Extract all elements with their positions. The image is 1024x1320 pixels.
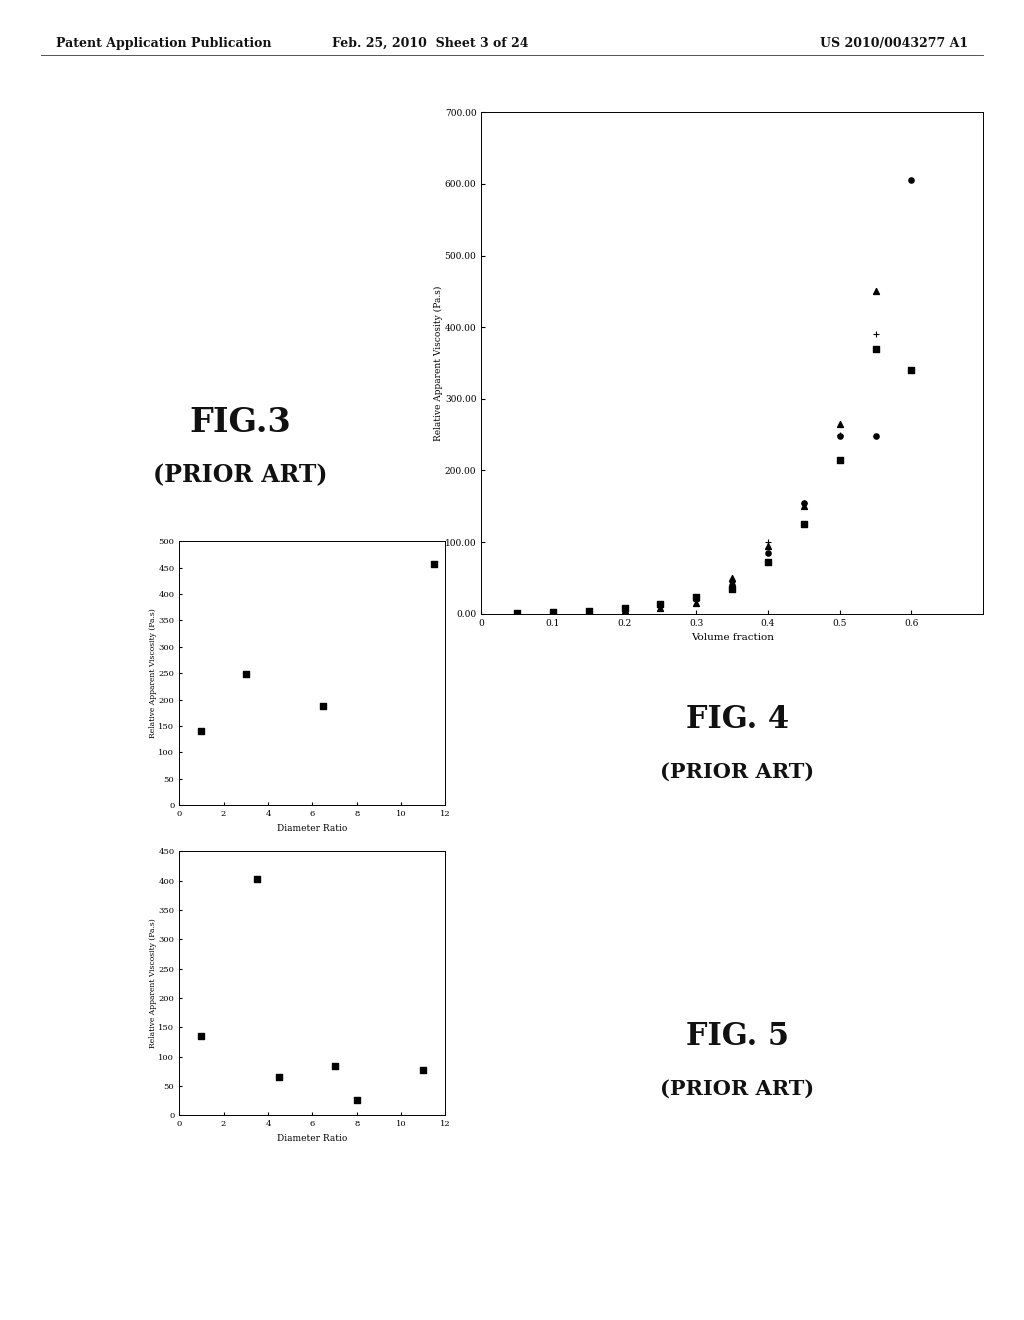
Point — [724, 568, 740, 589]
Point — [652, 594, 669, 615]
Text: FIG. 5: FIG. 5 — [686, 1020, 788, 1052]
Text: Patent Application Publication: Patent Application Publication — [56, 37, 271, 50]
Point — [581, 601, 597, 622]
Point — [867, 338, 884, 359]
Text: US 2010/0043277 A1: US 2010/0043277 A1 — [819, 37, 968, 50]
Point — [831, 425, 848, 446]
X-axis label: Diameter Ratio: Diameter Ratio — [278, 1134, 347, 1143]
Point — [867, 425, 884, 446]
Point — [724, 572, 740, 593]
Point — [903, 170, 920, 191]
Text: Feb. 25, 2010  Sheet 3 of 24: Feb. 25, 2010 Sheet 3 of 24 — [332, 37, 528, 50]
Point — [194, 1026, 210, 1047]
Point — [348, 1089, 365, 1110]
Point — [194, 721, 210, 742]
Point — [831, 449, 848, 470]
Point — [238, 664, 254, 685]
X-axis label: Diameter Ratio: Diameter Ratio — [278, 824, 347, 833]
Point — [796, 492, 812, 513]
Point — [581, 601, 597, 622]
Point — [724, 578, 740, 599]
Point — [616, 599, 633, 620]
Point — [616, 598, 633, 619]
Point — [831, 413, 848, 434]
Point — [688, 593, 705, 614]
Text: FIG.3: FIG.3 — [189, 407, 292, 438]
Point — [652, 594, 669, 615]
Point — [652, 598, 669, 619]
Point — [867, 281, 884, 302]
Point — [270, 1067, 287, 1088]
Y-axis label: Relative Apparent Viscosity (Pa.s): Relative Apparent Viscosity (Pa.s) — [148, 919, 157, 1048]
Y-axis label: Relative Apparent Viscosity (Pa.s): Relative Apparent Viscosity (Pa.s) — [148, 609, 157, 738]
Point — [545, 602, 561, 623]
Point — [760, 552, 776, 573]
Point — [509, 602, 525, 623]
Text: (PRIOR ART): (PRIOR ART) — [154, 463, 328, 487]
Point — [509, 602, 525, 623]
Point — [426, 553, 442, 574]
Point — [327, 1055, 343, 1076]
Point — [249, 869, 265, 890]
Point — [760, 543, 776, 564]
Point — [509, 602, 525, 623]
X-axis label: Volume fraction: Volume fraction — [690, 634, 774, 643]
Point — [509, 602, 525, 623]
Point — [760, 532, 776, 553]
Point — [616, 598, 633, 619]
Point — [796, 513, 812, 535]
Point — [688, 586, 705, 607]
Point — [545, 602, 561, 623]
Point — [415, 1059, 431, 1080]
Point — [867, 323, 884, 345]
Point — [652, 597, 669, 618]
Text: (PRIOR ART): (PRIOR ART) — [660, 762, 814, 783]
Point — [760, 535, 776, 556]
Point — [688, 590, 705, 611]
Point — [581, 601, 597, 622]
Point — [903, 359, 920, 380]
Y-axis label: Relative Apparent Viscosity (Pa.s): Relative Apparent Viscosity (Pa.s) — [434, 285, 443, 441]
Point — [796, 496, 812, 517]
Point — [315, 696, 332, 717]
Text: (PRIOR ART): (PRIOR ART) — [660, 1078, 814, 1100]
Point — [796, 492, 812, 513]
Point — [688, 587, 705, 609]
Point — [616, 599, 633, 620]
Point — [724, 574, 740, 595]
Text: FIG. 4: FIG. 4 — [686, 704, 788, 735]
Point — [545, 602, 561, 623]
Point — [545, 602, 561, 623]
Point — [831, 424, 848, 445]
Point — [581, 601, 597, 622]
